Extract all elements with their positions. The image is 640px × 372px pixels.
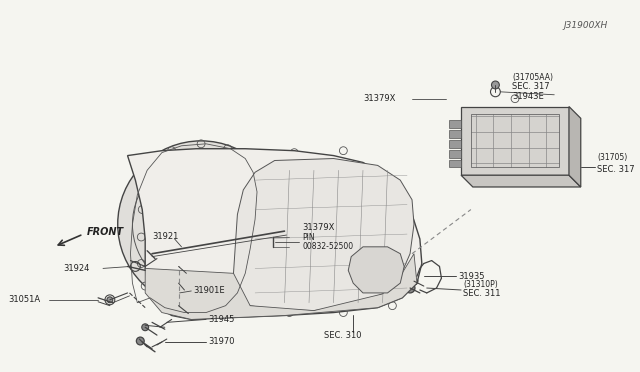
Text: 31945: 31945 — [208, 315, 234, 324]
Polygon shape — [449, 150, 461, 158]
Polygon shape — [449, 160, 461, 167]
Text: 31901E: 31901E — [193, 286, 225, 295]
Text: SEC. 311: SEC. 311 — [463, 289, 500, 298]
Polygon shape — [234, 158, 414, 311]
Text: 31921: 31921 — [152, 231, 179, 241]
Polygon shape — [449, 120, 461, 128]
Text: 31935: 31935 — [458, 272, 484, 281]
Text: 31379X: 31379X — [363, 94, 396, 103]
Text: PIN: PIN — [302, 232, 315, 241]
Circle shape — [118, 141, 285, 308]
Circle shape — [282, 228, 291, 238]
Polygon shape — [145, 254, 417, 320]
Text: SEC. 317: SEC. 317 — [512, 83, 550, 92]
Circle shape — [136, 337, 144, 345]
Polygon shape — [127, 149, 422, 320]
Polygon shape — [449, 140, 461, 148]
Text: (31705): (31705) — [597, 153, 628, 162]
Circle shape — [196, 219, 206, 229]
Text: FRONT: FRONT — [86, 227, 124, 237]
Polygon shape — [569, 106, 580, 187]
Text: SEC. 317: SEC. 317 — [597, 165, 635, 174]
Circle shape — [107, 297, 113, 303]
Polygon shape — [461, 175, 580, 187]
Text: 00832-52500: 00832-52500 — [302, 242, 353, 251]
Circle shape — [405, 283, 415, 293]
Polygon shape — [348, 247, 404, 293]
Text: 31970: 31970 — [208, 337, 234, 346]
Text: 31051A: 31051A — [8, 295, 40, 304]
Text: (31310P): (31310P) — [463, 280, 498, 289]
Polygon shape — [449, 130, 461, 138]
Circle shape — [492, 81, 499, 89]
Text: (31705AA): (31705AA) — [512, 73, 553, 81]
Text: 31379X: 31379X — [302, 223, 335, 232]
Text: 31943E: 31943E — [512, 92, 544, 101]
Text: SEC. 310: SEC. 310 — [324, 331, 361, 340]
Text: 31924: 31924 — [64, 264, 90, 273]
Circle shape — [141, 324, 148, 331]
Text: J31900XH: J31900XH — [564, 20, 608, 30]
Polygon shape — [461, 106, 569, 175]
